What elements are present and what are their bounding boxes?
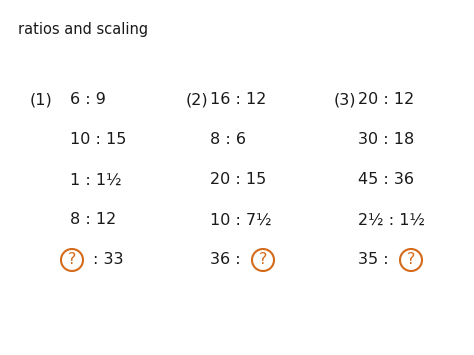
Text: 30 : 18: 30 : 18 — [358, 132, 414, 147]
Text: (1): (1) — [30, 93, 53, 108]
Text: 1 : 1½: 1 : 1½ — [70, 173, 122, 187]
Text: 16 : 12: 16 : 12 — [210, 93, 266, 108]
Text: 8 : 12: 8 : 12 — [70, 213, 116, 228]
Text: ?: ? — [407, 252, 415, 268]
Text: 10 : 15: 10 : 15 — [70, 132, 127, 147]
Text: (3): (3) — [334, 93, 356, 108]
Text: 20 : 15: 20 : 15 — [210, 173, 266, 187]
Text: (2): (2) — [186, 93, 209, 108]
Text: 45 : 36: 45 : 36 — [358, 173, 414, 187]
Text: 35 :: 35 : — [358, 252, 394, 268]
Text: 2½ : 1½: 2½ : 1½ — [358, 213, 425, 228]
Text: 20 : 12: 20 : 12 — [358, 93, 414, 108]
Text: ratios and scaling: ratios and scaling — [18, 22, 148, 37]
Text: 6 : 9: 6 : 9 — [70, 93, 106, 108]
Text: : 33: : 33 — [93, 252, 124, 268]
Text: ?: ? — [259, 252, 267, 268]
Text: 36 :: 36 : — [210, 252, 246, 268]
Text: 8 : 6: 8 : 6 — [210, 132, 246, 147]
Text: 10 : 7½: 10 : 7½ — [210, 213, 272, 228]
Text: ?: ? — [68, 252, 76, 268]
